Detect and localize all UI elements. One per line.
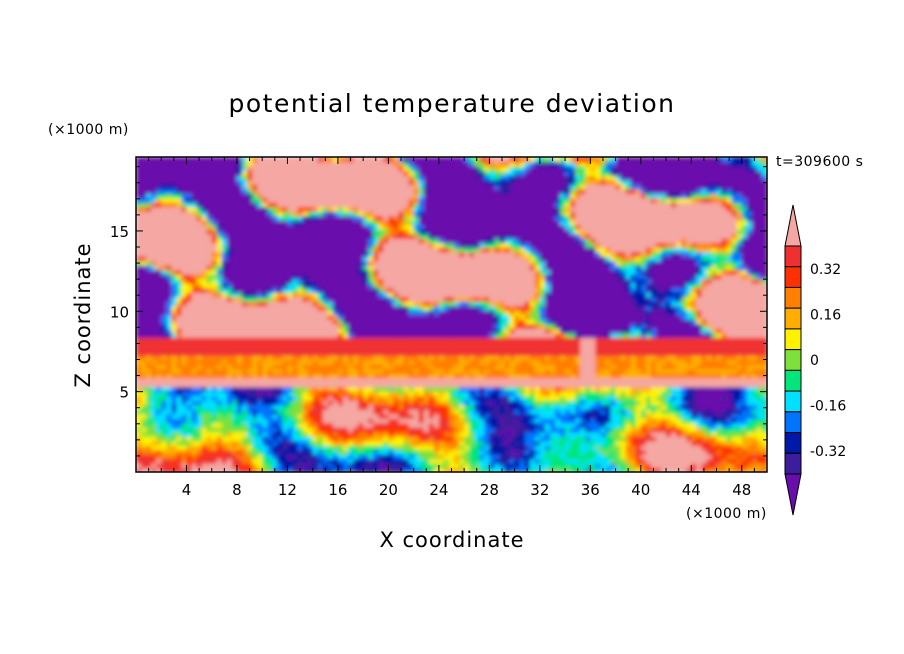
colorbar-arrow-top bbox=[784, 204, 802, 247]
x-tick-label: 16 bbox=[328, 481, 347, 499]
x-tick-label: 4 bbox=[182, 481, 192, 499]
y-tick-label: 15 bbox=[110, 223, 129, 241]
x-axis-label: X coordinate bbox=[379, 528, 524, 552]
colorbar-box bbox=[784, 452, 802, 475]
y-tick-label: 5 bbox=[119, 384, 129, 402]
x-tick-label: 36 bbox=[581, 481, 600, 499]
colorbar-box bbox=[784, 349, 802, 371]
colorbar-arrow-bottom bbox=[784, 473, 802, 516]
colorbar-tick-label: 0 bbox=[810, 353, 819, 369]
x-unit-label: (×1000 m) bbox=[686, 506, 767, 522]
colorbar-box bbox=[784, 369, 802, 392]
x-tick-label: 20 bbox=[379, 481, 398, 499]
colorbar-tick-label: 0.32 bbox=[810, 262, 841, 278]
time-label: t=309600 s bbox=[776, 154, 863, 170]
colorbar-box bbox=[784, 245, 802, 268]
colorbar-tick-label: -0.32 bbox=[810, 444, 846, 460]
x-tick-label: 8 bbox=[232, 481, 242, 499]
x-tick-label: 32 bbox=[530, 481, 549, 499]
colorbar-box bbox=[784, 390, 802, 413]
colorbar-box bbox=[784, 411, 802, 434]
colorbar-box bbox=[784, 286, 802, 309]
x-tick-label: 24 bbox=[429, 481, 448, 499]
chart-title: potential temperature deviation bbox=[229, 89, 676, 118]
x-axis: 4 8 12 16 20 24 28 32 36 40 44 48 bbox=[148, 157, 755, 499]
x-tick-label: 48 bbox=[732, 481, 751, 499]
x-tick-label: 12 bbox=[278, 481, 297, 499]
colorbar-tick-label: 0.16 bbox=[810, 307, 841, 323]
colorbar: 0.32 0.16 0 -0.16 -0.32 bbox=[784, 204, 846, 516]
colorbar-box bbox=[784, 307, 802, 330]
x-tick-label: 28 bbox=[480, 481, 499, 499]
colorbar-box bbox=[784, 432, 802, 454]
colorbar-box bbox=[784, 328, 802, 351]
colorbar-tick-label: -0.16 bbox=[810, 399, 846, 415]
y-axis: 5 10 15 bbox=[110, 166, 767, 457]
x-tick-label: 44 bbox=[682, 481, 701, 499]
y-tick-label: 10 bbox=[110, 303, 129, 321]
y-unit-label: (×1000 m) bbox=[48, 122, 129, 138]
x-tick-label: 40 bbox=[631, 481, 650, 499]
colorbar-box bbox=[784, 266, 802, 288]
y-axis-label: Z coordinate bbox=[71, 242, 95, 387]
heatmap-field bbox=[136, 157, 767, 472]
